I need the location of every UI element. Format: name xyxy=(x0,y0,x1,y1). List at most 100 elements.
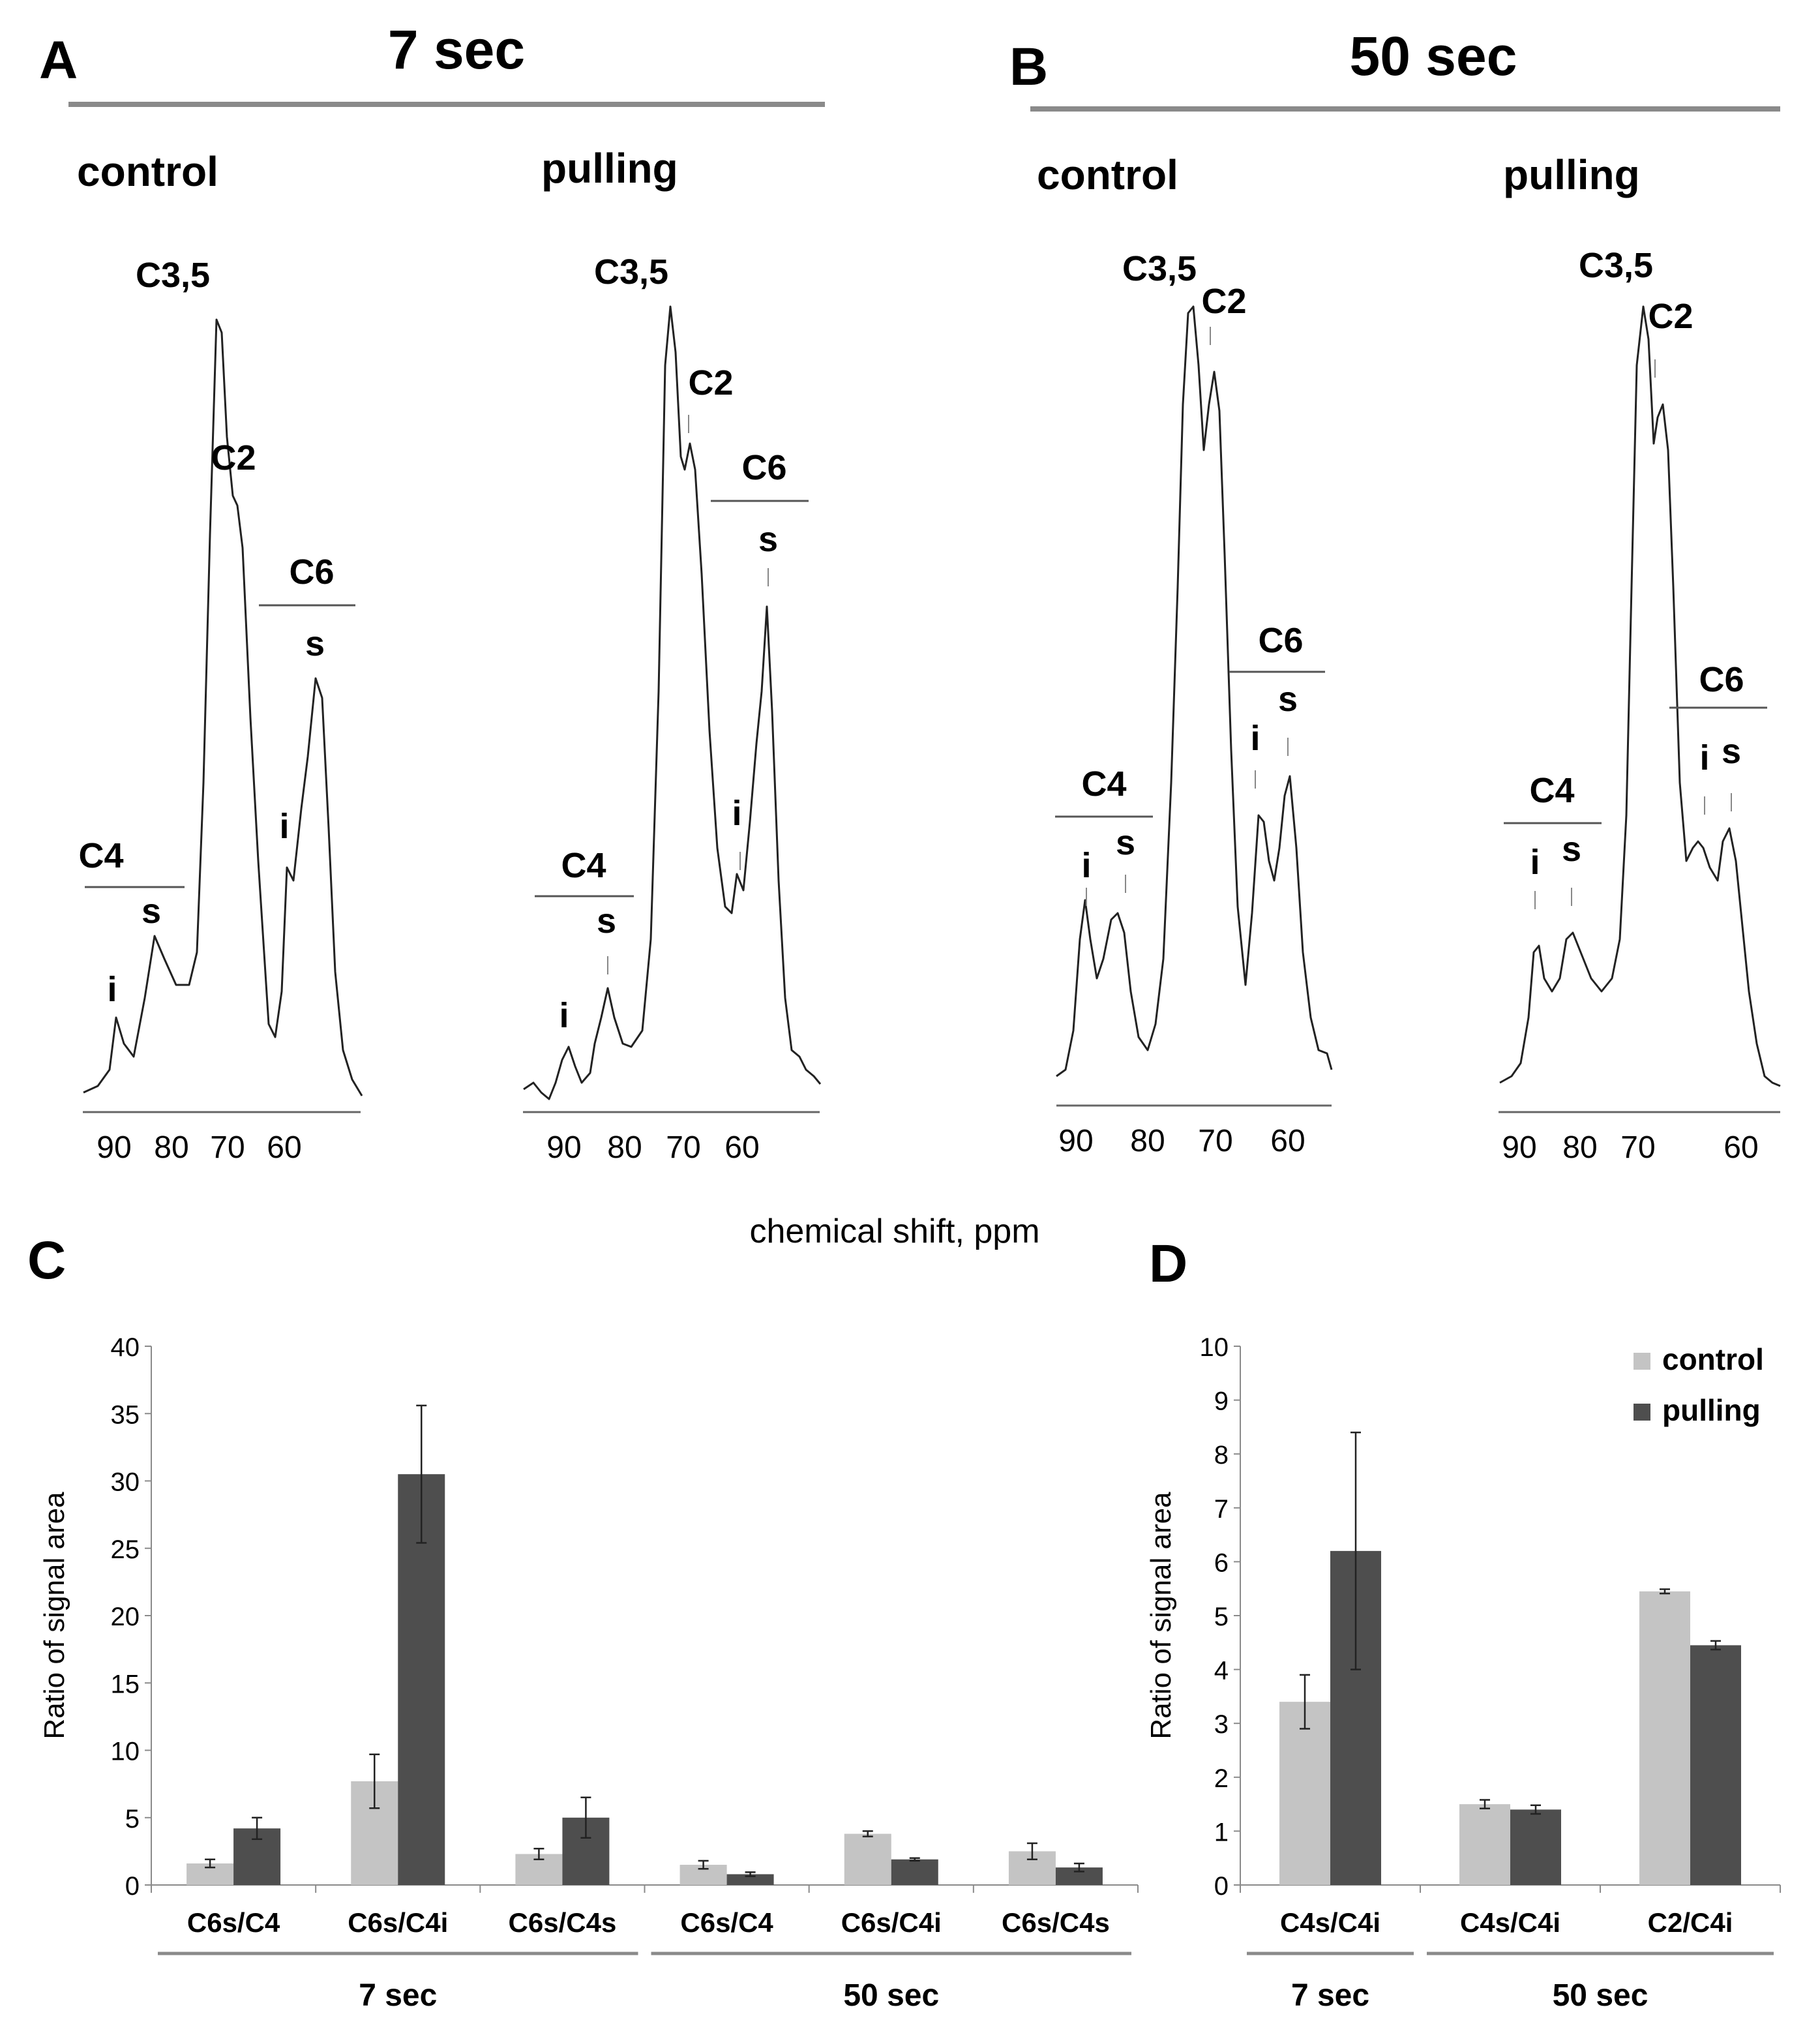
spectrum-a-pulling: 90 80 70 60 C3,5 C2 C4 i s C6 i s xyxy=(523,252,822,1165)
legend-label-pulling: pulling xyxy=(1662,1393,1761,1427)
spectrum-tick-label-a-pulling: 70 xyxy=(666,1130,700,1165)
peak-label-c4-i: i xyxy=(1081,846,1091,885)
peak-label-c2: C2 xyxy=(688,363,733,402)
y-tick-label: 2 xyxy=(1214,1764,1229,1793)
bar-pulling xyxy=(1510,1809,1561,1885)
y-tick-label: 5 xyxy=(125,1805,140,1833)
panel-d-letter: D xyxy=(1149,1234,1187,1293)
group-label: 50 sec xyxy=(843,1978,939,2013)
panel-b-control-label: control xyxy=(1037,151,1178,198)
spectrum-tick-label-a-control: 70 xyxy=(210,1130,245,1165)
y-tick-label: 7 xyxy=(1214,1495,1229,1524)
peak-label-c35: C3,5 xyxy=(136,256,210,295)
peak-label-c4-i: i xyxy=(559,996,569,1035)
bar-pulling xyxy=(726,1874,774,1885)
peak-label-c4-i: i xyxy=(1530,843,1540,882)
peak-label-c6-i: i xyxy=(1250,719,1260,758)
x-category-label: C6s/C4s xyxy=(509,1907,617,1938)
peak-label-c6-s: s xyxy=(1722,732,1741,771)
panel-a-letter: A xyxy=(39,31,78,90)
peak-label-c4-s: s xyxy=(597,901,616,941)
spectrum-tick-label-b-pulling: 80 xyxy=(1562,1130,1597,1165)
bar-pulling xyxy=(891,1859,938,1885)
spectrum-tick-label-b-control: 80 xyxy=(1130,1124,1165,1158)
y-tick-label: 3 xyxy=(1214,1710,1229,1739)
panel-a-control-label: control xyxy=(77,148,218,195)
x-category-label: C6s/C4i xyxy=(348,1907,448,1938)
spectrum-trace-b-pulling xyxy=(1499,305,1781,1087)
legend-swatch-control xyxy=(1634,1353,1650,1370)
x-category-label: C6s/C4s xyxy=(1002,1907,1110,1938)
panel-a-title: 7 sec xyxy=(388,19,525,80)
spectrum-tick-label-b-control: 60 xyxy=(1270,1124,1305,1158)
peak-label-c6-i: i xyxy=(732,794,741,833)
spectrum-trace-a-pulling xyxy=(523,305,822,1100)
y-tick-label: 9 xyxy=(1214,1387,1229,1416)
spectrum-tick-label-a-control: 90 xyxy=(97,1130,131,1165)
peak-label-c6: C6 xyxy=(1258,621,1303,660)
x-category-label: C6s/C4 xyxy=(680,1907,773,1938)
spectrum-tick-label-b-pulling: 70 xyxy=(1620,1130,1655,1165)
x-category-label: C6s/C4 xyxy=(187,1907,280,1938)
spectrum-tick-label-b-pulling: 90 xyxy=(1502,1130,1536,1165)
spectrum-tick-label-b-control: 90 xyxy=(1058,1124,1093,1158)
y-tick-label: 15 xyxy=(111,1670,140,1698)
peak-label-c6-i: i xyxy=(279,807,289,846)
legend-swatch-pulling xyxy=(1634,1404,1650,1421)
peak-label-c4: C4 xyxy=(1529,771,1574,810)
peak-label-c6: C6 xyxy=(741,448,786,487)
bar-control xyxy=(1279,1702,1330,1885)
y-tick-label: 6 xyxy=(1214,1548,1229,1577)
spectrum-tick-label-b-pulling: 60 xyxy=(1723,1130,1758,1165)
peak-label-c4: C4 xyxy=(78,836,123,875)
peak-label-c2: C2 xyxy=(211,438,256,477)
spectrum-trace-b-control xyxy=(1056,305,1333,1078)
bar-pulling xyxy=(1690,1645,1741,1885)
peak-label-c4: C4 xyxy=(1081,764,1126,804)
bar-chart-c: 0 5 10 15 20 25 30 35 40 Ratio of signal area C6s/… xyxy=(38,1333,1139,2013)
peak-label-c4-s: s xyxy=(1562,830,1581,869)
y-tick-label: 5 xyxy=(1214,1603,1229,1631)
spectrum-tick-label-b-control: 70 xyxy=(1198,1124,1232,1158)
bar-control xyxy=(1639,1591,1690,1885)
y-tick-label: 40 xyxy=(111,1333,140,1362)
peak-label-c6-s: s xyxy=(758,520,778,559)
peak-label-c4-s: s xyxy=(142,892,161,931)
y-tick-label: 10 xyxy=(111,1738,140,1766)
panel-b-pulling-label: pulling xyxy=(1503,151,1640,198)
legend-label-control: control xyxy=(1662,1342,1764,1376)
peak-label-c2: C2 xyxy=(1201,282,1246,321)
x-category-label: C2/C4i xyxy=(1648,1907,1733,1938)
y-tick-label: 8 xyxy=(1214,1441,1229,1470)
y-tick-label: 10 xyxy=(1200,1333,1229,1362)
bar-control xyxy=(1459,1804,1510,1885)
x-category-label: C6s/C4i xyxy=(841,1907,942,1938)
y-tick-label: 4 xyxy=(1214,1657,1229,1685)
y-tick-label: 0 xyxy=(125,1872,140,1901)
x-category-label: C4s/C4i xyxy=(1460,1907,1560,1938)
y-axis-label: Ratio of signal area xyxy=(1145,1492,1177,1740)
peak-label-c4-s: s xyxy=(1116,823,1135,862)
spectrum-tick-label-a-pulling: 90 xyxy=(546,1130,581,1165)
group-label: 7 sec xyxy=(1291,1978,1369,2013)
panel-b-letter: B xyxy=(1009,37,1048,97)
group-label: 7 sec xyxy=(359,1978,437,2013)
peak-label-c35: C3,5 xyxy=(1579,246,1653,285)
peak-label-c4: C4 xyxy=(561,846,606,885)
bar-control xyxy=(844,1833,891,1885)
peak-label-c4-i: i xyxy=(107,970,117,1009)
y-axis-label: Ratio of signal area xyxy=(38,1492,70,1740)
peak-label-c35: C3,5 xyxy=(1122,249,1197,288)
panel-c-letter: C xyxy=(27,1231,66,1290)
spectrum-tick-label-a-control: 80 xyxy=(154,1130,188,1165)
spectrum-trace-a-control xyxy=(83,318,363,1096)
peak-label-c6-s: s xyxy=(1278,680,1298,719)
spectra-xlabel: chemical shift, ppm xyxy=(749,1213,1039,1250)
y-tick-label: 0 xyxy=(1214,1872,1229,1901)
peak-label-c6-i: i xyxy=(1699,738,1709,777)
